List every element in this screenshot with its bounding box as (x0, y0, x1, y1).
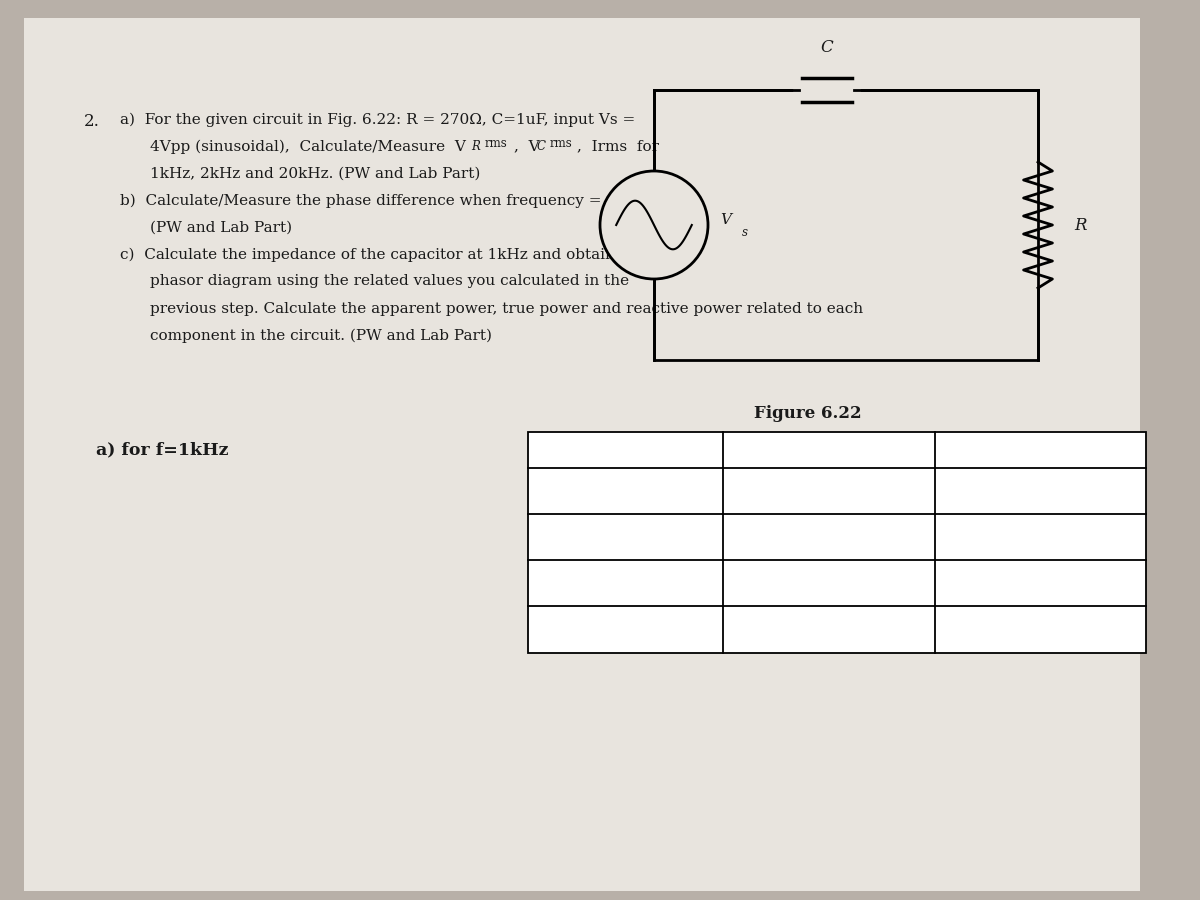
Bar (654, 90, 1038, 360)
Text: V: V (720, 213, 731, 228)
Text: R: R (1074, 217, 1086, 233)
Text: previous step. Calculate the apparent power, true power and reactive power relat: previous step. Calculate the apparent po… (150, 302, 863, 316)
FancyBboxPatch shape (24, 18, 1140, 891)
Text: c)  Calculate the impedance of the capacitor at 1kHz and obtain the: c) Calculate the impedance of the capaci… (120, 248, 644, 262)
Text: 4Vpp (sinusoidal),  Calculate/Measure  V: 4Vpp (sinusoidal), Calculate/Measure V (150, 140, 466, 154)
Text: b)  Calculate/Measure the phase difference when frequency = 1 kHz.: b) Calculate/Measure the phase differenc… (120, 194, 656, 208)
Ellipse shape (600, 171, 708, 279)
Text: Irms: Irms (542, 622, 578, 636)
Text: R: R (558, 536, 566, 549)
Bar (528, 432, 1146, 652)
Text: C: C (821, 39, 833, 56)
Text: rms: rms (485, 137, 508, 149)
Text: ,  V: , V (514, 140, 539, 154)
Text: V: V (542, 530, 553, 544)
Text: ,  Irms  for: , Irms for (577, 140, 659, 154)
Text: C: C (536, 140, 545, 152)
Text: rms: rms (550, 137, 572, 149)
Text: PW: PW (816, 443, 841, 457)
Text: Calculated: Calculated (788, 484, 869, 498)
Text: C: C (558, 582, 568, 595)
Text: 1kHz, 2kHz and 20kHz. (PW and Lab Part): 1kHz, 2kHz and 20kHz. (PW and Lab Part) (150, 166, 480, 181)
Text: Figure 6.22: Figure 6.22 (754, 405, 862, 422)
Text: phasor diagram using the related values you calculated in the: phasor diagram using the related values … (150, 274, 629, 289)
Text: V: V (542, 576, 553, 590)
Text: rms: rms (572, 576, 602, 590)
Text: For f=1kHz: For f=1kHz (582, 484, 668, 498)
Text: rms: rms (572, 530, 602, 544)
Text: a)  For the given circuit in Fig. 6.22: R = 270Ω, C=1uF, input Vs =: a) For the given circuit in Fig. 6.22: R… (120, 112, 635, 127)
Text: R: R (472, 140, 480, 152)
Text: Lab: Lab (1026, 443, 1055, 457)
Text: s: s (742, 226, 748, 239)
Text: component in the circuit. (PW and Lab Part): component in the circuit. (PW and Lab Pa… (150, 328, 492, 343)
Text: 2.: 2. (84, 112, 100, 130)
Text: Measured: Measured (1003, 484, 1078, 498)
Bar (528, 432, 1146, 652)
Text: a) for f=1kHz: a) for f=1kHz (96, 442, 228, 459)
Text: (PW and Lab Part): (PW and Lab Part) (150, 220, 292, 235)
